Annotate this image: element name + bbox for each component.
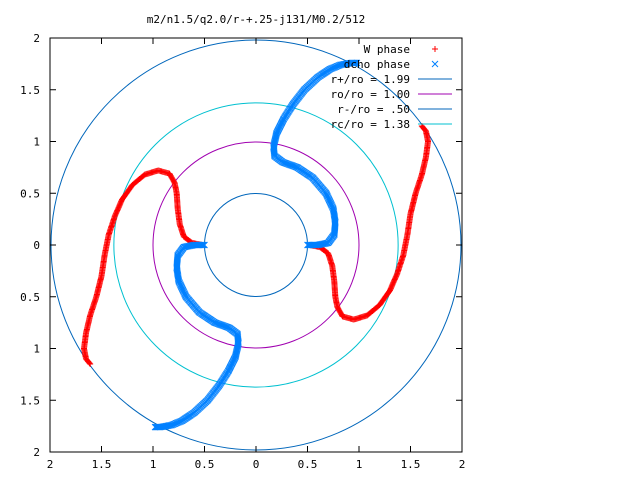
x-marker <box>153 423 161 431</box>
legend-label: ro/ro = 1.00 <box>331 88 410 101</box>
w-phase-series <box>80 122 432 368</box>
chart-title: m2/n1.5/q2.0/r-+.25-j131/M0.2/512 <box>147 13 366 26</box>
y-tick-label: 1.5 <box>20 84 40 97</box>
legend-label: r+/ro = 1.99 <box>331 73 410 86</box>
legend-label: rc/ro = 1.38 <box>331 118 410 131</box>
circle-curve <box>113 102 399 388</box>
x-tick-label: 1 <box>150 458 157 471</box>
circle-curve <box>204 193 308 297</box>
circle-curve <box>50 39 462 451</box>
y-tick-label: 0.5 <box>20 187 40 200</box>
y-tick-label: 2 <box>33 32 40 45</box>
y-tick-label: 1 <box>33 136 40 149</box>
axes: 2 1.5 1 0.5 0 0.5 1 1.5 221.510.500.511.52 <box>20 32 465 471</box>
x-marker <box>280 159 288 166</box>
y-tick-label: 0 <box>33 239 40 252</box>
plus-marker <box>432 46 438 52</box>
x-tick-label: 2 <box>459 458 466 471</box>
y-tick-label: 1.5 <box>20 394 40 407</box>
plus-marker <box>86 360 93 367</box>
plus-marker <box>419 123 426 130</box>
x-marker <box>352 59 360 67</box>
x-tick-label: 1 <box>356 458 363 471</box>
x-marker <box>152 423 160 431</box>
y-tick-label: 2 <box>33 446 40 459</box>
x-tick-label: 0.5 <box>195 458 215 471</box>
plus-marker <box>87 361 94 368</box>
x-tick-label: 2 <box>47 458 54 471</box>
dcho-phase-series <box>151 59 361 431</box>
x-marker <box>431 60 439 68</box>
legend-label: r-/ro = .50 <box>337 103 410 116</box>
y-tick-label: 0.5 <box>20 291 40 304</box>
x-marker <box>224 324 232 331</box>
x-marker <box>351 59 359 67</box>
x-marker <box>353 59 361 67</box>
legend-label: W phase <box>364 43 410 56</box>
x-tick-label: 0.5 <box>298 458 318 471</box>
legend-label: dcho phase <box>344 58 410 71</box>
x-tick-label: 1.5 <box>401 458 421 471</box>
x-marker <box>151 423 159 431</box>
x-tick-label: 0 <box>253 458 260 471</box>
plot-area <box>50 39 462 451</box>
x-tick-label: 1.5 <box>92 458 112 471</box>
y-tick-label: 1 <box>33 343 40 356</box>
x-marker <box>350 59 358 67</box>
circle-curve <box>152 141 360 349</box>
x-marker <box>154 423 162 431</box>
legend: W phase dcho phase r+/ro = 1.99 ro/ro = 1.0… <box>331 43 452 131</box>
